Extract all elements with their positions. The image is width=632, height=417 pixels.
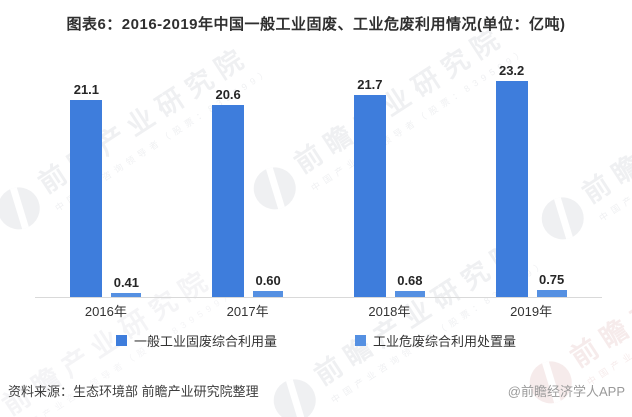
- bar-series2: [111, 293, 142, 297]
- bar-value-label: 0.68: [397, 272, 423, 288]
- bar-group-2017年: 20.6 0.60 2017年: [177, 65, 319, 319]
- bar-value-label: 23.2: [498, 62, 525, 78]
- data-source-note: 资料来源：生态环境部 前瞻产业研究院整理: [8, 384, 259, 399]
- legend-label: 工业危废综合利用处置量: [373, 334, 517, 349]
- legend-label: 一般工业固废综合利用量: [133, 334, 277, 349]
- brand-credit: @前瞻经济学人APP: [507, 384, 625, 399]
- x-axis-label: 2019年: [510, 304, 553, 319]
- bar-value-label: 21.1: [73, 82, 100, 98]
- bar-wrap: 0.68: [394, 272, 425, 297]
- bar-series1: [212, 105, 245, 297]
- legend: 一般工业固废综合利用量 工业危废综合利用处置量: [0, 331, 632, 350]
- plot-area: 21.1 0.41 2016年 20.6 0.60 2017年 21.7 0.68 2018年 2…: [35, 62, 602, 319]
- brand-logo-icon: [0, 400, 12, 417]
- bar-wrap: 21.1: [70, 82, 103, 297]
- bar-series1: [70, 100, 103, 297]
- bar-series2: [536, 290, 567, 297]
- bar-series1: [353, 94, 386, 297]
- legend-marker-icon: [355, 335, 366, 346]
- bar-group-2019年: 23.2 0.75 2019年: [460, 62, 602, 319]
- bar-value-label: 21.7: [357, 76, 383, 92]
- bar-wrap: 0.60: [253, 273, 284, 297]
- bar-series2: [394, 290, 425, 297]
- bar-wrap: 23.2: [495, 62, 528, 297]
- bar-group-2016年: 21.1 0.41 2016年: [35, 65, 177, 319]
- bar-value-label: 0.75: [538, 272, 565, 287]
- x-axis-label: 2018年: [368, 304, 411, 319]
- legend-item-series2: 工业危废综合利用处置量: [355, 331, 516, 350]
- chart-title: 图表6：2016-2019年中国一般工业固废、工业危废利用情况(单位：亿吨): [66, 16, 566, 33]
- bar-value-label: 0.41: [113, 275, 140, 291]
- footer: 资料来源：生态环境部 前瞻产业研究院整理 @前瞻经济学人APP: [8, 381, 625, 400]
- bar-wrap: 0.75: [536, 272, 567, 297]
- legend-marker-icon: [115, 335, 127, 346]
- x-axis-label: 2016年: [84, 304, 127, 319]
- x-axis-label: 2017年: [226, 304, 269, 319]
- bar-value-label: 0.60: [255, 273, 281, 289]
- bar-wrap: 0.41: [111, 275, 142, 297]
- legend-item-series1: 一般工业固废综合利用量: [115, 331, 277, 350]
- bar-wrap: 21.7: [353, 76, 386, 297]
- bar-value-label: 20.6: [215, 87, 241, 102]
- bar-series2: [253, 291, 284, 297]
- bar-group-2018年: 21.7 0.68 2018年: [319, 65, 461, 319]
- bar-series1: [495, 80, 528, 297]
- bar-wrap: 20.6: [212, 87, 245, 297]
